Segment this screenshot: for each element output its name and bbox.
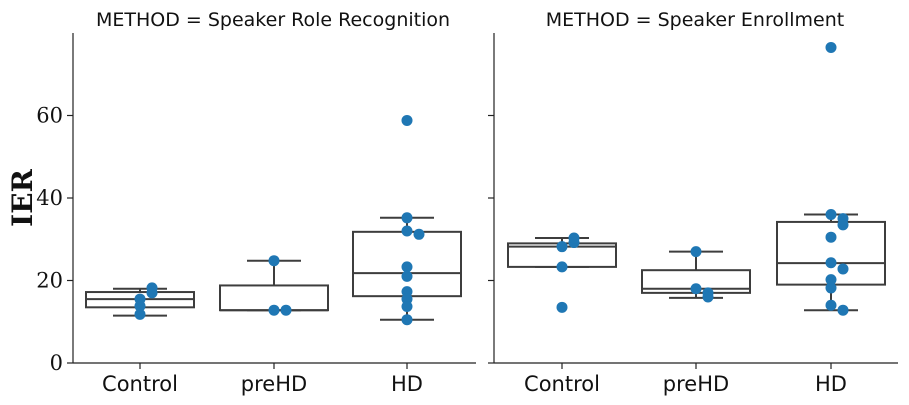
x-tick-label: preHD [663, 372, 729, 396]
data-point [146, 282, 158, 294]
box-hd [352, 114, 462, 326]
data-point [413, 228, 425, 240]
data-point [690, 283, 702, 295]
data-point [825, 209, 837, 220]
box-group [507, 41, 886, 316]
x-tick-label: Control [102, 372, 178, 396]
data-point [401, 114, 413, 126]
data-point [401, 300, 413, 312]
x-tick-label: HD [815, 372, 847, 396]
box-prehd [219, 255, 329, 316]
y-tick-label: 40 [36, 186, 63, 210]
data-point [825, 282, 837, 294]
panel-speaker-role-recognition: METHOD = Speaker Role Recognition 0 20 40 6… [36, 9, 476, 396]
data-point [825, 274, 837, 286]
data-point [134, 308, 146, 320]
panel-title: METHOD = Speaker Enrollment [546, 9, 845, 31]
data-point [401, 212, 413, 224]
data-point [837, 263, 849, 275]
data-point [134, 293, 146, 305]
data-point [401, 314, 413, 326]
y-tick-label: 0 [50, 351, 63, 375]
y-ticks: 0 20 40 60 [36, 104, 73, 375]
box-control [85, 282, 195, 320]
data-point [825, 257, 837, 269]
data-point [556, 241, 568, 253]
data-point [280, 304, 292, 316]
data-point [401, 261, 413, 273]
data-point [825, 41, 837, 53]
panel-title: METHOD = Speaker Role Recognition [96, 9, 450, 31]
data-point [268, 304, 280, 316]
box-prehd [641, 246, 751, 303]
data-point [837, 304, 849, 316]
data-point [690, 246, 702, 258]
data-point [702, 291, 714, 303]
data-point [568, 232, 580, 244]
x-tick-label: Control [524, 372, 600, 396]
data-point [825, 231, 837, 243]
data-point [556, 261, 568, 273]
y-axis-label: IER [6, 168, 39, 226]
y-tick-label: 60 [36, 104, 63, 128]
data-point [837, 219, 849, 231]
box-hd [776, 41, 886, 316]
x-ticks: Control preHD HD [102, 363, 423, 396]
x-tick-label: HD [391, 372, 423, 396]
box-group [85, 114, 462, 326]
box-control [507, 232, 617, 313]
data-point [825, 299, 837, 311]
y-tick-label: 20 [36, 269, 63, 293]
data-point [401, 270, 413, 282]
data-point [268, 255, 280, 267]
panel-speaker-enrollment: METHOD = Speaker Enrollment Control preHD… [488, 9, 898, 396]
x-ticks: Control preHD HD [524, 363, 847, 396]
y-ticks [488, 114, 494, 364]
data-point [556, 301, 568, 313]
data-point [401, 225, 413, 237]
x-tick-label: preHD [241, 372, 307, 396]
